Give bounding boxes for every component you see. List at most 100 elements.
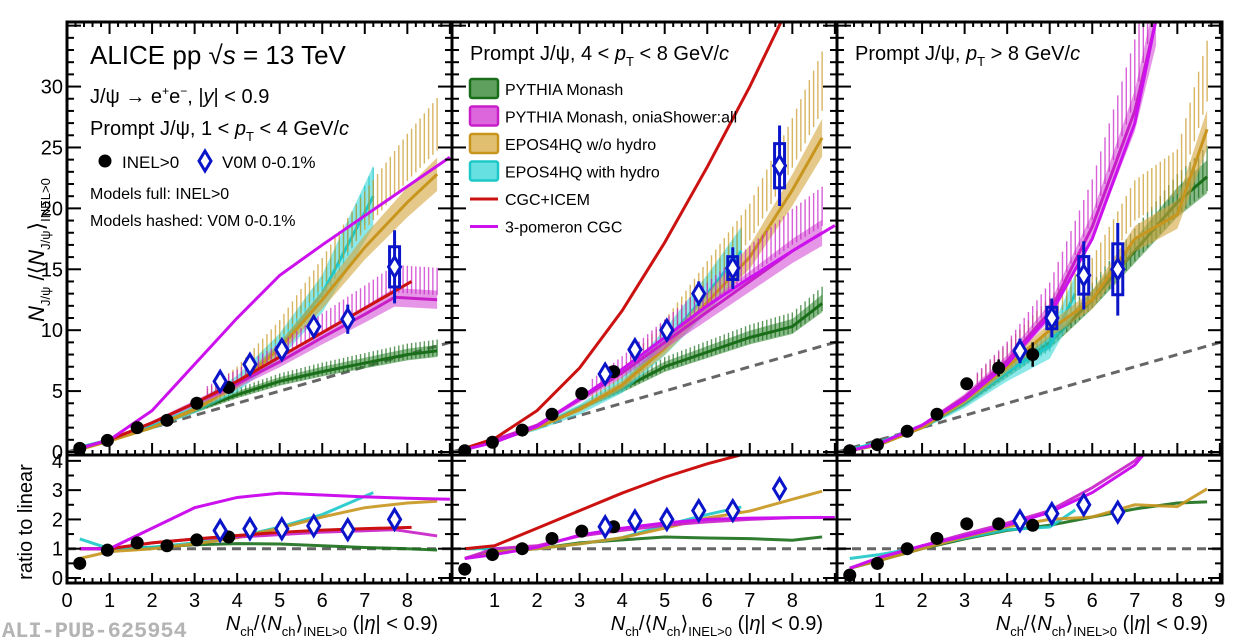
panel-3: 1 2 3 4 5 6 7 8 9 Prompt J/ψ, pT > 8 GeV/c — [835, 20, 1225, 612]
lower-pad — [452, 455, 837, 576]
legend-swatch — [468, 160, 500, 182]
x-tick-label: 8 — [1172, 590, 1183, 612]
y-tick-label-lower: 3 — [52, 480, 63, 502]
inel-data-point — [575, 387, 589, 401]
v0m-ratio-point — [627, 507, 643, 534]
x-axis-label: Nch/⟨Nch⟩INEL>0 (|η| < 0.9) — [996, 613, 1208, 639]
epos_nohydro-curve — [464, 136, 824, 452]
legend-entry: PYTHIA Monash — [468, 77, 623, 100]
inel-ratio-point — [960, 517, 974, 531]
inel-ratio-point — [160, 539, 174, 553]
y-tick-label-upper: 10 — [41, 320, 63, 342]
v0m-data-point — [274, 336, 290, 363]
epos_nohydro-band — [849, 109, 1208, 451]
inel-data-point — [160, 413, 174, 427]
y-tick-label-upper: 25 — [41, 137, 63, 159]
x-tick-label: 4 — [617, 590, 628, 612]
legend-v0m-marker — [197, 148, 213, 174]
legend-label: CGC+ICEM — [505, 192, 590, 209]
pythia_onia-curve — [849, 22, 1158, 453]
legend-swatch — [468, 77, 500, 100]
legend-label: PYTHIA Monash, oniaShower:all — [505, 110, 737, 127]
inel-data-point — [190, 396, 204, 410]
legend-entry: CGC+ICEM — [470, 192, 590, 209]
v0m-ratio-point — [212, 517, 228, 544]
svg-text:NJ/ψ /⟨NJ/ψ⟩INEL>0: NJ/ψ /⟨NJ/ψ⟩INEL>0 — [24, 178, 53, 322]
legend-entry: 3-pomeron CGC — [470, 220, 622, 237]
upper-pad — [67, 98, 452, 455]
inel-ratio-point — [930, 531, 944, 545]
inel-data-point — [100, 433, 114, 447]
inel-data-point — [515, 423, 529, 437]
inel-ratio-point — [100, 543, 114, 557]
v0m-data-point — [1075, 262, 1092, 289]
v0m-ratio-point — [1012, 507, 1028, 534]
y-axis-label-upper: NJ/ψ /⟨NJ/ψ⟩INEL>0 — [24, 178, 53, 322]
inel-ratio-point — [992, 517, 1006, 531]
v0m-data-point — [690, 280, 707, 307]
v0m-ratio-point — [242, 515, 258, 542]
v0m-data-point — [627, 336, 643, 363]
pomeron-curve — [464, 224, 836, 452]
v0m-ratio-point — [1044, 500, 1060, 527]
pt-bin-1: Prompt J/ψ, 1 < pT < 4 GeV/c — [90, 118, 349, 144]
upper-pad — [837, 22, 1222, 455]
publication-id-watermark: ALI-PUB-625954 — [2, 619, 187, 643]
x-tick-label: 7 — [1129, 590, 1140, 612]
inel-data-point — [1026, 348, 1040, 362]
x-tick-label: 8 — [402, 590, 413, 612]
legend-label: 3-pomeron CGC — [505, 220, 622, 237]
cgc_icem-ratio-curve — [464, 455, 747, 551]
pythia_onia-hashed-band — [591, 186, 823, 390]
legend-label: PYTHIA Monash — [505, 82, 623, 99]
legend-entry: PYTHIA Monash, oniaShower:all — [468, 105, 737, 127]
pomeron-curve — [849, 22, 1158, 453]
pythia_onia-curve — [464, 231, 823, 451]
epos_nohydro-curve — [849, 128, 1209, 453]
lower-pad — [67, 491, 452, 570]
x-tick-label: 5 — [659, 590, 670, 612]
legend-entry: EPOS4HQ w/o hydro — [468, 132, 656, 155]
inel-data-point — [900, 424, 914, 438]
y-tick-label-lower: 2 — [52, 509, 63, 531]
legend-swatch — [468, 105, 500, 127]
x-tick-label: 3 — [574, 590, 585, 612]
v0m-data-point — [659, 317, 675, 344]
v0m-ratio-point — [305, 512, 322, 539]
legend: PYTHIA Monash PYTHIA Monash, oniaShower:a… — [468, 77, 737, 237]
inel-ratio-point — [1026, 518, 1040, 532]
models-full-note: Models full: INEL>0 — [90, 186, 229, 203]
inel-ratio-point — [130, 536, 144, 550]
inel-ratio-point — [73, 556, 87, 570]
x-tick-label: 6 — [702, 590, 713, 612]
v0m-data-point — [340, 306, 356, 333]
legend-label: EPOS4HQ w/o hydro — [505, 137, 656, 154]
lower-pad — [837, 455, 1222, 582]
x-tick-label: 8 — [787, 590, 798, 612]
upper-pad — [452, 22, 837, 455]
legend-label: EPOS4HQ with hydro — [505, 165, 660, 182]
inel-data-point — [960, 377, 974, 391]
x-tick-label: 3 — [959, 590, 970, 612]
pythia_onia-hashed-band — [976, 22, 1153, 385]
pomeron-curve — [79, 155, 451, 450]
models-hashed-note: Models hashed: V0M 0-0.1% — [90, 213, 295, 230]
x-tick-label: 7 — [744, 590, 755, 612]
v0m-ratio-point — [659, 506, 675, 533]
legend-swatch — [468, 132, 500, 155]
v0m-ratio-point — [340, 516, 356, 543]
x-axis-label: Nch/⟨Nch⟩INEL>0 (|η| < 0.9) — [226, 613, 438, 639]
axis-ticks — [66, 22, 452, 583]
v0m-ratio-point — [274, 515, 290, 542]
y-tick-label-upper: 15 — [41, 259, 63, 281]
x-tick-label: 4 — [1002, 590, 1013, 612]
v0m-data-point — [242, 351, 258, 378]
v0m-ratio-point — [690, 497, 707, 524]
v0m-data-point — [771, 152, 788, 179]
x-tick-label: 1 — [104, 590, 115, 612]
x-tick-label: 1 — [874, 590, 885, 612]
pomeron-ratio-curve — [849, 455, 1146, 570]
y-axis-label-lower: ratio to linear — [15, 464, 37, 580]
epos_hydro-curve — [79, 195, 375, 449]
